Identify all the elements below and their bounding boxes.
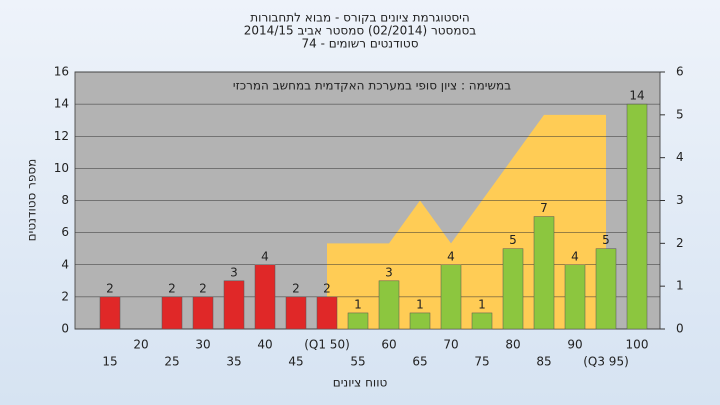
bar	[99, 296, 121, 330]
x-tick-label: 30	[195, 338, 210, 352]
value-label: 2	[199, 281, 207, 295]
value-label: 3	[385, 265, 393, 279]
value-label: 7	[540, 201, 548, 215]
value-label: 2	[292, 281, 300, 295]
y2-tick-label: 0	[676, 322, 684, 336]
bar	[223, 280, 245, 330]
y2-tick-label: 1	[676, 279, 684, 293]
y-tick-label: 2	[61, 289, 69, 303]
bar	[378, 280, 400, 330]
value-label: 5	[509, 233, 517, 247]
y-axis-label: מספר סטודנטים	[25, 159, 39, 242]
value-label: 4	[571, 249, 579, 263]
x-tick-label: 55	[350, 355, 365, 369]
x-tick-label: 45	[288, 355, 303, 369]
value-label: 2	[168, 281, 176, 295]
x-tick-label: 90	[567, 338, 582, 352]
y2-tick-label: 2	[676, 236, 684, 250]
x-tick-label: 80	[505, 338, 520, 352]
bar	[192, 296, 214, 330]
bar	[347, 312, 369, 330]
y-tick-label: 8	[61, 193, 69, 207]
bar	[471, 312, 493, 330]
y-tick-label: 4	[61, 257, 69, 271]
value-label: 1	[478, 297, 486, 311]
y2-tick-label: 5	[676, 107, 684, 121]
bar	[285, 296, 307, 330]
x-tick-label: 20	[133, 338, 148, 352]
x-tick-label: 100	[626, 338, 649, 352]
y-tick-label: 16	[54, 65, 69, 79]
title-line: סטודנטים רשומים - 74	[301, 37, 418, 51]
bar	[161, 296, 183, 330]
value-label: 4	[447, 249, 455, 263]
value-label: 2	[323, 281, 331, 295]
value-label: 1	[354, 297, 362, 311]
y2-tick-label: 3	[676, 193, 684, 207]
y-tick-label: 14	[54, 97, 69, 111]
bar	[440, 264, 462, 330]
bar	[254, 264, 276, 330]
x-tick-label: 15	[102, 355, 117, 369]
bar	[316, 296, 338, 330]
annotation: במשימה : ציון סופי במערכת האקדמית במחשב …	[233, 79, 511, 93]
bar	[626, 103, 648, 330]
x-tick-label: 70	[443, 338, 458, 352]
bar	[595, 248, 617, 330]
value-label: 14	[629, 89, 644, 103]
bar	[409, 312, 431, 330]
value-label: 2	[106, 281, 114, 295]
bar	[533, 216, 555, 330]
x-tick-label: (Q1 50)	[304, 338, 350, 352]
y-tick-label: 6	[61, 225, 69, 239]
value-label: 3	[230, 265, 238, 279]
y-tick-label: 12	[54, 129, 69, 143]
x-axis-label: טווח ציונים	[333, 376, 388, 390]
value-label: 5	[602, 233, 610, 247]
x-tick-label: 65	[412, 355, 427, 369]
x-tick-label: 60	[381, 338, 396, 352]
bar	[564, 264, 586, 330]
x-tick-label: 35	[226, 355, 241, 369]
x-tick-label: 25	[164, 355, 179, 369]
title-line: היסטוגרמת ציונים בקורס - מבוא לתחבורות	[250, 11, 469, 25]
x-tick-label: 40	[257, 338, 272, 352]
x-tick-label: (Q3 95)	[583, 355, 629, 369]
y2-tick-label: 6	[676, 65, 684, 79]
title-line: בסמסטר (02/2014) סמסטר אביב 2014/15	[244, 24, 476, 38]
y2-tick-label: 4	[676, 150, 684, 164]
x-tick-label: 85	[536, 355, 551, 369]
bar	[502, 248, 524, 330]
x-tick-label: 75	[474, 355, 489, 369]
y-tick-label: 0	[61, 322, 69, 336]
y-tick-label: 10	[54, 161, 69, 175]
value-label: 1	[416, 297, 424, 311]
value-label: 4	[261, 249, 269, 263]
